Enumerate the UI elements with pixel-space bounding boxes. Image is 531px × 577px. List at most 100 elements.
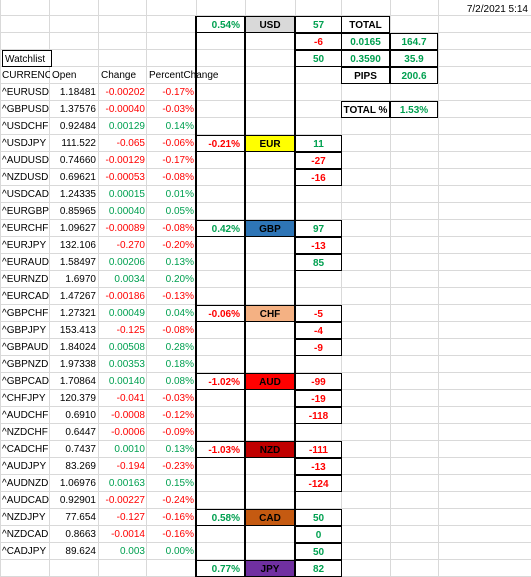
open-cell[interactable]: 1.97338 bbox=[59, 359, 96, 370]
total-value-a[interactable]: 0.0165 bbox=[341, 33, 390, 50]
open-cell[interactable]: 111.522 bbox=[61, 138, 96, 149]
symbol-cell[interactable]: ^USDCAD bbox=[2, 189, 49, 200]
total-percent-label[interactable]: TOTAL % bbox=[341, 101, 390, 118]
percent-change-cell[interactable]: 0.15% bbox=[165, 478, 194, 489]
symbol-cell[interactable]: ^CADCHF bbox=[2, 444, 49, 455]
change-cell[interactable]: 0.00508 bbox=[108, 342, 145, 353]
percent-change-cell[interactable]: -0.16% bbox=[162, 529, 194, 540]
percent-change-cell[interactable]: -0.17% bbox=[162, 87, 194, 98]
change-cell[interactable]: 0.00353 bbox=[108, 359, 145, 370]
currency-code-usd[interactable]: USD bbox=[245, 16, 295, 33]
currency-percent-usd[interactable]: 0.54% bbox=[196, 16, 245, 33]
open-cell[interactable]: 1.24335 bbox=[59, 189, 96, 200]
percent-change-cell[interactable]: -0.17% bbox=[162, 155, 194, 166]
currency-pips-nzd[interactable]: -13 bbox=[295, 458, 342, 475]
open-cell[interactable]: 0.6447 bbox=[65, 427, 96, 438]
pips-label[interactable]: PIPS bbox=[341, 67, 390, 84]
currency-pips-eur[interactable]: 11 bbox=[295, 135, 342, 152]
change-cell[interactable]: -0.00202 bbox=[105, 87, 145, 98]
change-cell[interactable]: -0.00040 bbox=[105, 104, 145, 115]
change-cell[interactable]: -0.0008 bbox=[111, 410, 145, 421]
open-cell[interactable]: 0.85965 bbox=[59, 206, 96, 217]
currency-pips-gbp[interactable]: 85 bbox=[295, 254, 342, 271]
percent-change-cell[interactable]: 0.28% bbox=[165, 342, 194, 353]
change-cell[interactable]: -0.00227 bbox=[105, 495, 145, 506]
currency-percent-cad[interactable]: 0.58% bbox=[196, 509, 245, 526]
symbol-cell[interactable]: ^EURAUD bbox=[2, 257, 49, 268]
symbol-cell[interactable]: ^AUDJPY bbox=[2, 461, 47, 472]
open-cell[interactable]: 1.58497 bbox=[59, 257, 96, 268]
currency-percent-chf[interactable]: -0.06% bbox=[196, 305, 245, 322]
symbol-cell[interactable]: ^EURGBP bbox=[2, 206, 49, 217]
open-cell[interactable]: 1.18481 bbox=[59, 87, 96, 98]
percent-change-cell[interactable]: 0.00% bbox=[165, 546, 194, 557]
currency-pips-usd[interactable]: 57 bbox=[295, 16, 342, 33]
open-cell[interactable]: 1.70864 bbox=[59, 376, 96, 387]
change-cell[interactable]: -0.0006 bbox=[111, 427, 145, 438]
currency-pips-jpy[interactable]: 82 bbox=[295, 560, 342, 577]
currency-pips-eur[interactable]: -16 bbox=[295, 169, 342, 186]
symbol-cell[interactable]: ^CHFJPY bbox=[2, 393, 46, 404]
symbol-cell[interactable]: ^NZDCAD bbox=[2, 529, 49, 540]
open-cell[interactable]: 0.8663 bbox=[65, 529, 96, 540]
change-cell[interactable]: -0.00053 bbox=[105, 172, 145, 183]
percent-change-cell[interactable]: -0.03% bbox=[162, 104, 194, 115]
change-cell[interactable]: 0.00206 bbox=[108, 257, 145, 268]
total-row2-a[interactable]: 0.3590 bbox=[341, 50, 390, 67]
symbol-cell[interactable]: ^EURUSD bbox=[2, 87, 49, 98]
symbol-cell[interactable]: ^AUDNZD bbox=[2, 478, 49, 489]
open-cell[interactable]: 1.06976 bbox=[59, 478, 96, 489]
currency-code-cad[interactable]: CAD bbox=[245, 509, 295, 526]
change-cell[interactable]: 0.00129 bbox=[108, 121, 145, 132]
symbol-cell[interactable]: ^GBPNZD bbox=[2, 359, 49, 370]
percent-change-cell[interactable]: -0.03% bbox=[162, 393, 194, 404]
currency-code-aud[interactable]: AUD bbox=[245, 373, 295, 390]
currency-percent-gbp[interactable]: 0.42% bbox=[196, 220, 245, 237]
open-cell[interactable]: 89.624 bbox=[65, 546, 96, 557]
currency-percent-jpy[interactable]: 0.77% bbox=[196, 560, 245, 577]
open-cell[interactable]: 0.69621 bbox=[59, 172, 96, 183]
currency-pips-nzd[interactable]: -111 bbox=[295, 441, 342, 458]
percent-change-cell[interactable]: 0.08% bbox=[165, 376, 194, 387]
currency-percent-aud[interactable]: -1.02% bbox=[196, 373, 245, 390]
change-cell[interactable]: 0.003 bbox=[119, 546, 145, 557]
currency-pips-aud[interactable]: -99 bbox=[295, 373, 342, 390]
symbol-cell[interactable]: ^AUDCHF bbox=[2, 410, 49, 421]
open-cell[interactable]: 0.92484 bbox=[59, 121, 96, 132]
currency-code-chf[interactable]: CHF bbox=[245, 305, 295, 322]
pips-value[interactable]: 200.6 bbox=[390, 67, 438, 84]
symbol-cell[interactable]: ^NZDCHF bbox=[2, 427, 48, 438]
symbol-cell[interactable]: ^GBPAUD bbox=[2, 342, 49, 353]
currency-pips-gbp[interactable]: -13 bbox=[295, 237, 342, 254]
total-row2-b[interactable]: 35.9 bbox=[390, 50, 438, 67]
change-cell[interactable]: -0.041 bbox=[116, 393, 145, 404]
open-cell[interactable]: 0.74660 bbox=[59, 155, 96, 166]
percent-change-cell[interactable]: -0.23% bbox=[162, 461, 194, 472]
symbol-cell[interactable]: ^EURCAD bbox=[2, 291, 49, 302]
percent-change-cell[interactable]: 0.01% bbox=[165, 189, 194, 200]
symbol-cell[interactable]: ^EURNZD bbox=[2, 274, 49, 285]
symbol-cell[interactable]: ^GBPCHF bbox=[2, 308, 49, 319]
currency-pips-usd[interactable]: 50 bbox=[295, 50, 342, 67]
open-cell[interactable]: 153.413 bbox=[59, 325, 96, 336]
currency-pips-cad[interactable]: 50 bbox=[295, 509, 342, 526]
currency-pips-nzd[interactable]: -124 bbox=[295, 475, 342, 492]
percent-change-cell[interactable]: -0.13% bbox=[162, 291, 194, 302]
symbol-cell[interactable]: ^USDCHF bbox=[2, 121, 49, 132]
currency-pips-gbp[interactable]: 97 bbox=[295, 220, 342, 237]
symbol-cell[interactable]: ^NZDUSD bbox=[2, 172, 49, 183]
percent-change-cell[interactable]: 0.05% bbox=[165, 206, 194, 217]
percent-change-cell[interactable]: 0.13% bbox=[165, 444, 194, 455]
change-cell[interactable]: -0.125 bbox=[116, 325, 145, 336]
open-cell[interactable]: 1.09627 bbox=[59, 223, 96, 234]
change-cell[interactable]: -0.270 bbox=[116, 240, 145, 251]
currency-pips-cad[interactable]: 50 bbox=[295, 543, 342, 560]
percent-change-cell[interactable]: -0.20% bbox=[162, 240, 194, 251]
percent-change-cell[interactable]: 0.18% bbox=[165, 359, 194, 370]
open-cell[interactable]: 77.654 bbox=[65, 512, 96, 523]
symbol-cell[interactable]: ^AUDUSD bbox=[2, 155, 49, 166]
open-cell[interactable]: 0.92901 bbox=[59, 495, 96, 506]
symbol-cell[interactable]: ^GBPJPY bbox=[2, 325, 47, 336]
currency-pips-chf[interactable]: -9 bbox=[295, 339, 342, 356]
